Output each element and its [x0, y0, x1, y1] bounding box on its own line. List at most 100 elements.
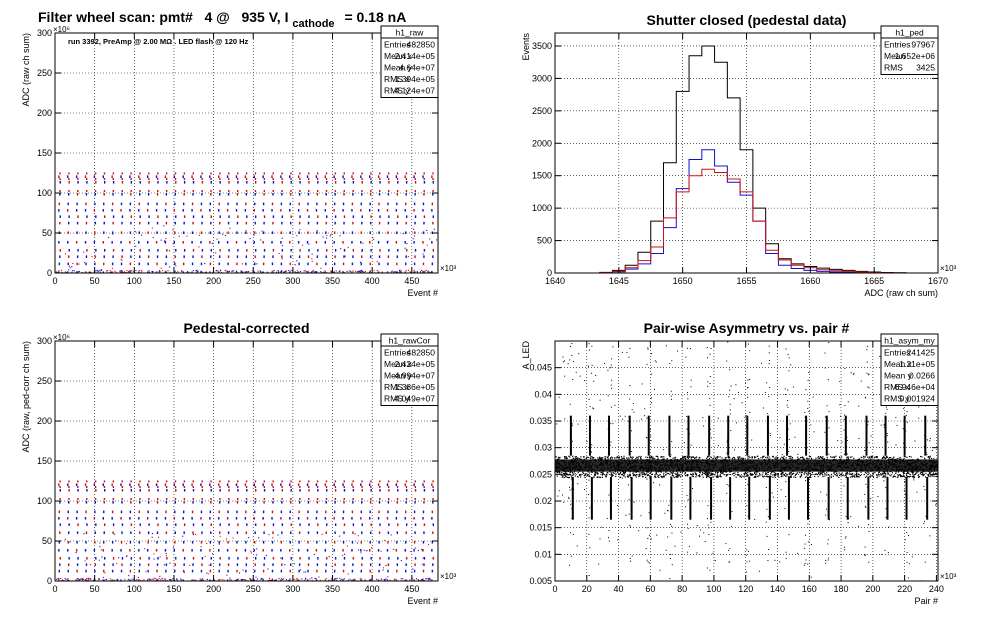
- data-point: [163, 241, 165, 243]
- data-point: [441, 511, 442, 514]
- data-point: [767, 471, 769, 474]
- data-point: [125, 556, 128, 558]
- data-point: [369, 193, 372, 196]
- tick-label-x: 1660: [800, 276, 820, 286]
- data-point: [405, 569, 407, 573]
- data-point: [421, 549, 423, 551]
- data-point: [111, 569, 114, 573]
- data-point: [58, 270, 60, 272]
- data-point: [411, 577, 414, 579]
- data-point: [369, 209, 371, 212]
- data-point: [325, 577, 327, 580]
- data-point: [307, 221, 310, 225]
- tick-label-x: 1655: [736, 276, 756, 286]
- data-point: [56, 578, 58, 580]
- data-point: [254, 531, 256, 534]
- data-point: [183, 571, 185, 573]
- data-point: [870, 456, 873, 458]
- tick-label-x: 50: [90, 584, 100, 594]
- data-point: [818, 472, 820, 474]
- data-point: [613, 472, 615, 475]
- data-point: [427, 270, 429, 272]
- data-point: [923, 457, 926, 459]
- data-point: [724, 457, 727, 459]
- data-point: [112, 249, 115, 252]
- data-point: [59, 172, 61, 175]
- data-point: [311, 258, 313, 260]
- data-point: [284, 271, 286, 273]
- data-point: [377, 271, 380, 273]
- data-point: [201, 221, 203, 225]
- data-point: [396, 531, 399, 534]
- data-point: [788, 455, 790, 458]
- data-point: [94, 510, 96, 514]
- data-point: [619, 473, 621, 475]
- data-point: [423, 215, 426, 218]
- data-point: [94, 498, 97, 500]
- data-point: [352, 480, 354, 483]
- data-point: [921, 456, 923, 458]
- data-point: [175, 181, 177, 184]
- data-point: [672, 472, 674, 475]
- data-point: [268, 534, 270, 536]
- data-point: [263, 193, 265, 196]
- data-point: [566, 476, 568, 478]
- data-point: [738, 474, 740, 476]
- tick-label-y: 3500: [532, 41, 552, 51]
- data-point: [386, 579, 389, 581]
- data-point: [687, 474, 689, 476]
- data-point: [294, 271, 297, 273]
- data-point: [783, 458, 785, 460]
- data-point: [666, 472, 668, 475]
- data-point: [334, 178, 337, 180]
- data-point: [68, 181, 70, 184]
- data-point: [405, 193, 407, 196]
- data-point: [58, 510, 61, 514]
- data-point: [431, 209, 433, 212]
- data-point: [183, 172, 186, 175]
- data-point: [343, 523, 346, 526]
- data-point: [687, 457, 689, 460]
- data-point: [396, 563, 399, 566]
- data-point: [261, 230, 263, 232]
- data-point: [98, 578, 100, 581]
- data-point: [253, 234, 255, 236]
- data-point: [65, 578, 67, 580]
- data-point: [726, 474, 728, 476]
- data-point: [246, 249, 248, 252]
- data-point: [376, 261, 378, 263]
- data-point: [94, 234, 96, 236]
- data-point: [227, 262, 229, 266]
- data-point: [316, 531, 319, 534]
- data-point: [129, 175, 131, 178]
- tick-label-x: 1665: [864, 276, 884, 286]
- data-point: [432, 190, 434, 192]
- data-point: [426, 229, 428, 231]
- data-point: [157, 480, 159, 483]
- data-point: [167, 270, 169, 272]
- data-point: [236, 501, 239, 504]
- data-point: [342, 241, 344, 244]
- data-point: [281, 255, 283, 258]
- data-point: [334, 557, 337, 560]
- data-point: [918, 476, 920, 478]
- data-point: [316, 172, 319, 175]
- data-point: [317, 215, 319, 218]
- data-point: [85, 564, 88, 567]
- data-point: [889, 474, 891, 476]
- data-point: [315, 175, 318, 178]
- data-point: [887, 472, 890, 474]
- data-point: [426, 244, 428, 246]
- tick-label-y: 0: [47, 268, 52, 278]
- data-point: [199, 578, 201, 580]
- data-point: [343, 190, 345, 192]
- data-point: [316, 262, 318, 266]
- data-point: [721, 472, 723, 474]
- data-point: [816, 473, 819, 476]
- data-point: [582, 471, 584, 474]
- tick-label-x: 1650: [673, 276, 693, 286]
- data-point: [172, 243, 174, 245]
- data-point: [138, 271, 140, 273]
- data-point: [706, 473, 709, 475]
- data-point: [182, 569, 185, 573]
